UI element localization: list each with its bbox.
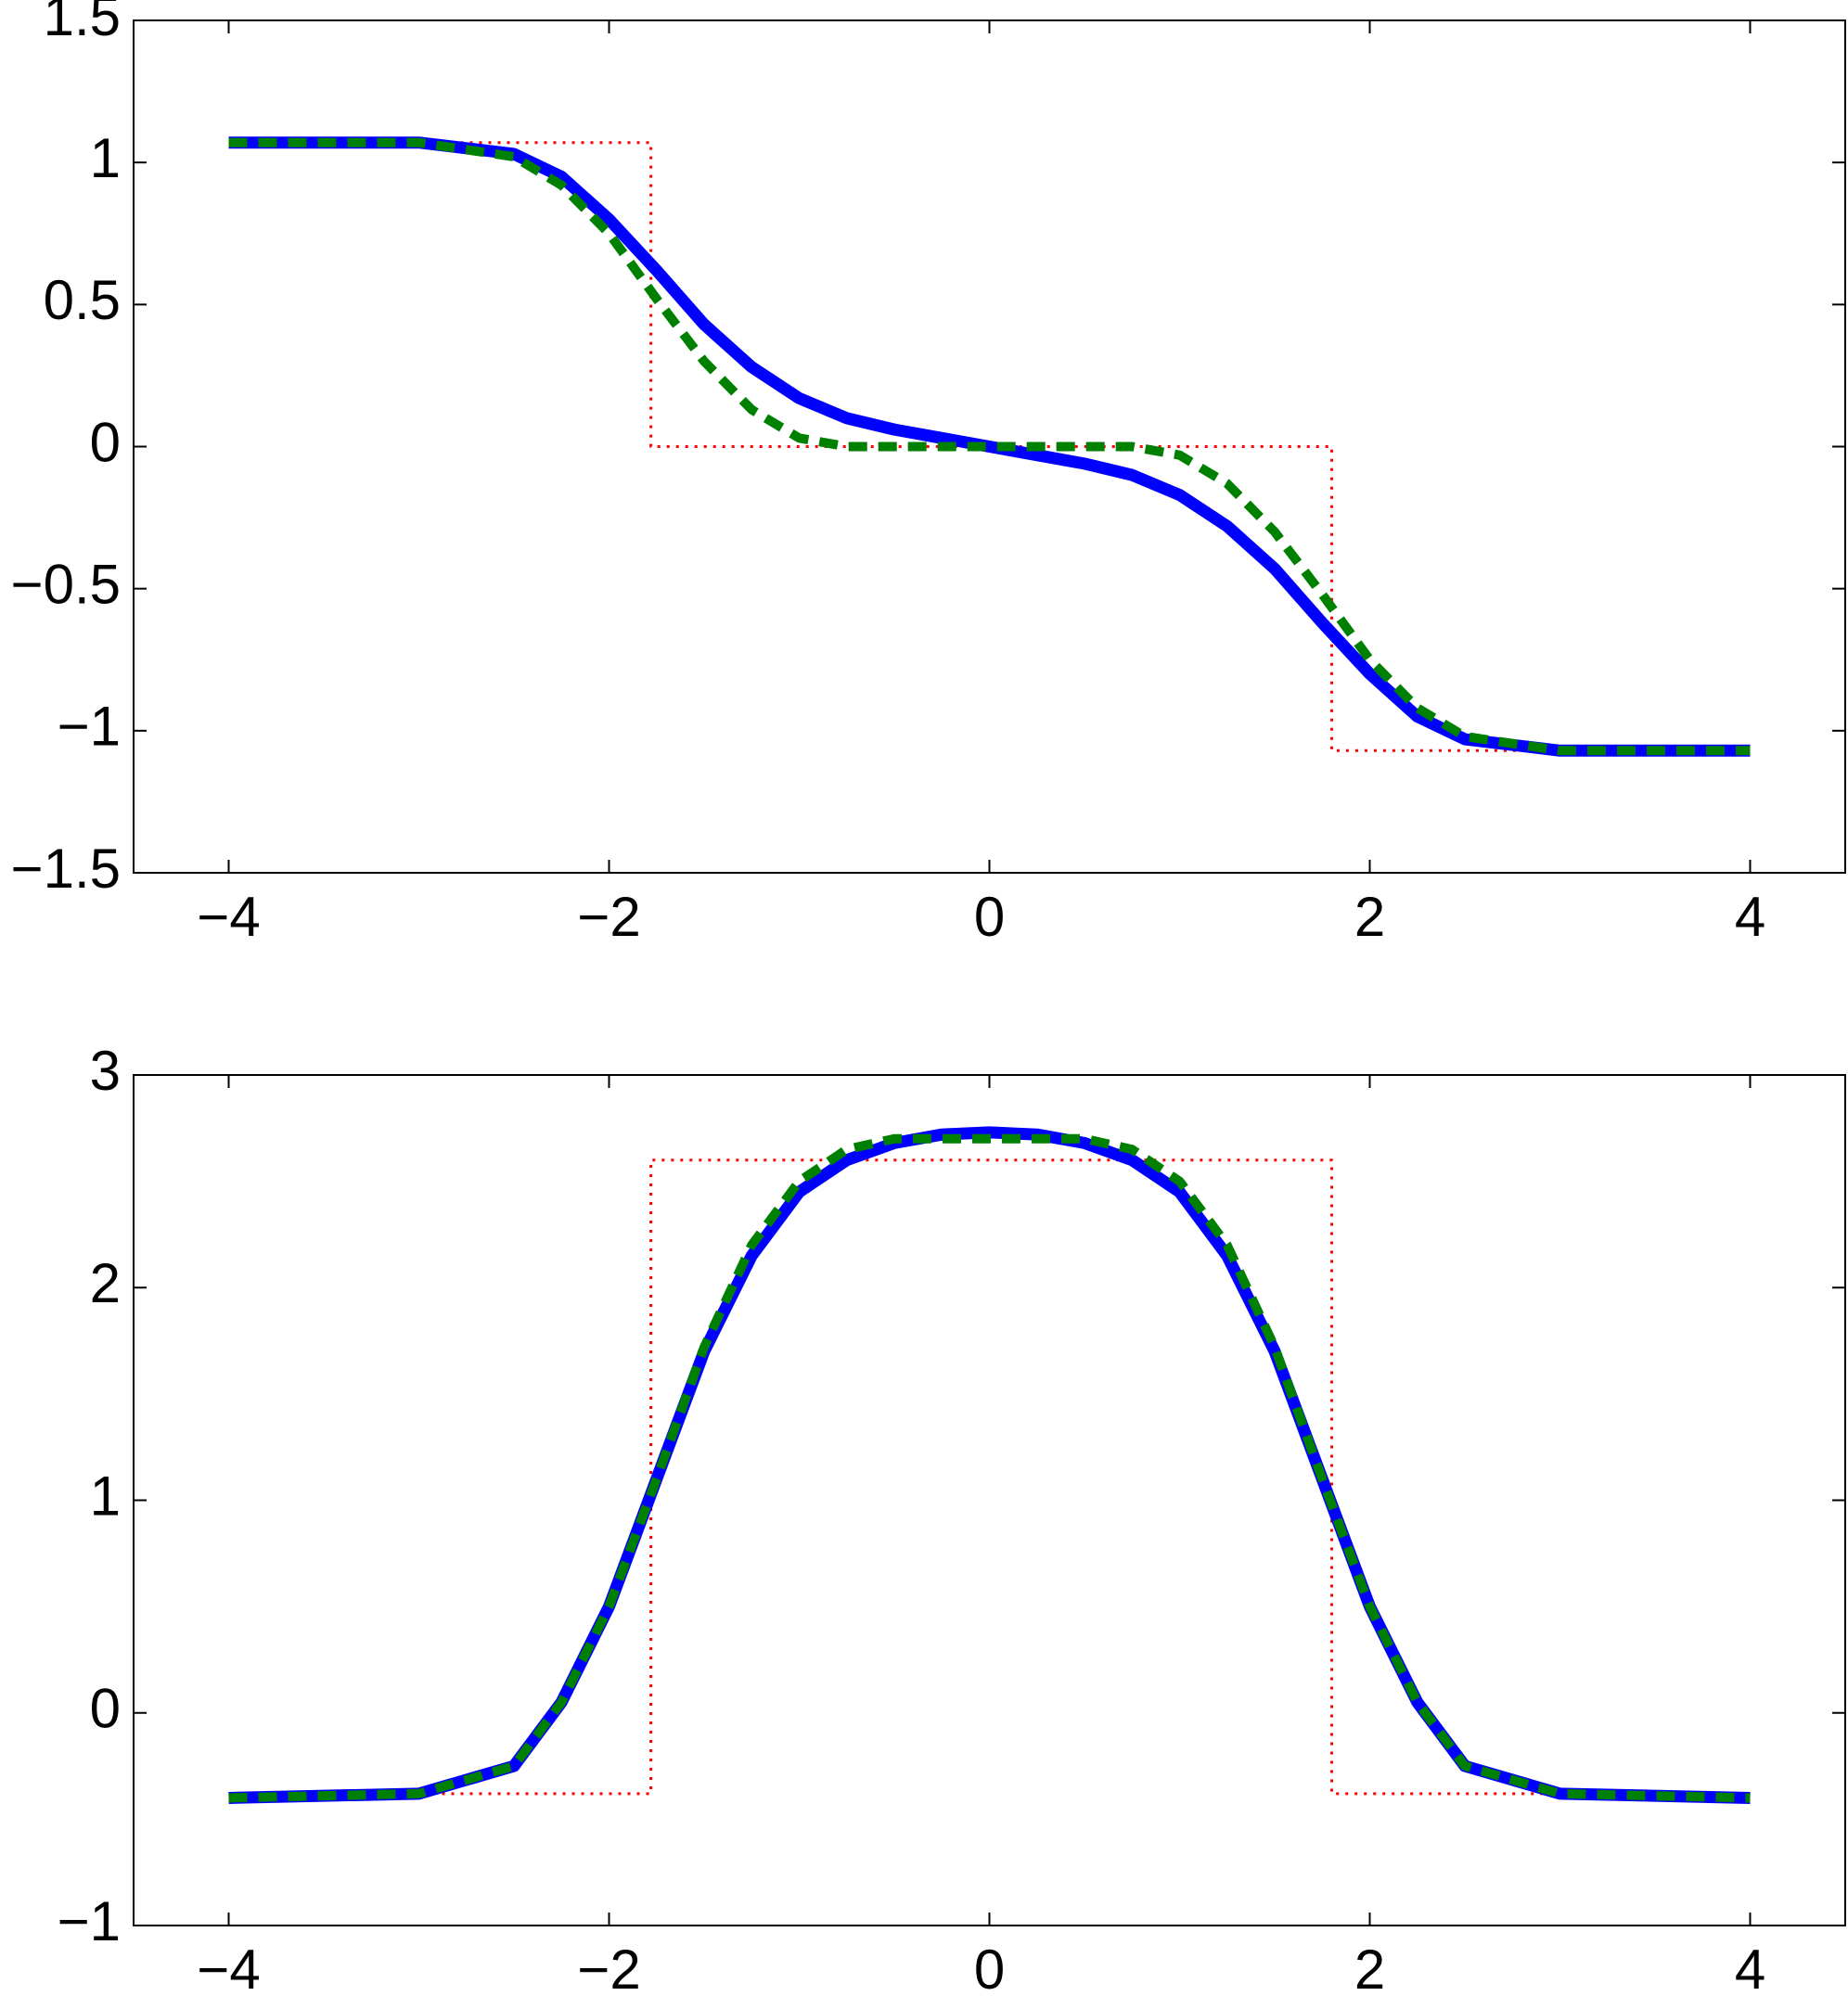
axes-frame	[133, 1074, 1846, 1926]
y-tick-label: 3	[90, 1040, 121, 1102]
series-line	[228, 136, 1751, 757]
y-tick-label: 1	[90, 127, 121, 189]
y-tick-label: 0.5	[44, 269, 121, 331]
x-tick-label: 0	[974, 1938, 1005, 1996]
x-tick-label: 0	[974, 886, 1005, 948]
x-tick-label: −4	[197, 886, 260, 948]
x-tick-label: 2	[1354, 1938, 1385, 1996]
y-tick-label: −0.5	[11, 554, 121, 616]
series-line	[228, 1158, 1751, 1796]
series-line	[228, 137, 1751, 756]
y-tick-label: 1	[90, 1465, 121, 1527]
y-tick-label: −1	[58, 696, 121, 758]
x-tick-label: 2	[1354, 886, 1385, 948]
x-tick-label: 4	[1735, 886, 1765, 948]
series-line	[228, 1133, 1751, 1803]
y-tick-label: 2	[90, 1252, 121, 1314]
x-tick-label: −2	[577, 886, 640, 948]
y-tick-label: 0	[90, 411, 121, 473]
y-tick-label: −1.5	[11, 838, 121, 900]
y-tick-label: −1	[58, 1890, 121, 1952]
x-tick-label: 4	[1735, 1938, 1765, 1996]
x-tick-label: −4	[197, 1938, 260, 1996]
x-tick-label: −2	[577, 1938, 640, 1996]
y-tick-label: 0	[90, 1678, 121, 1740]
y-tick-label: 1.5	[44, 0, 121, 47]
